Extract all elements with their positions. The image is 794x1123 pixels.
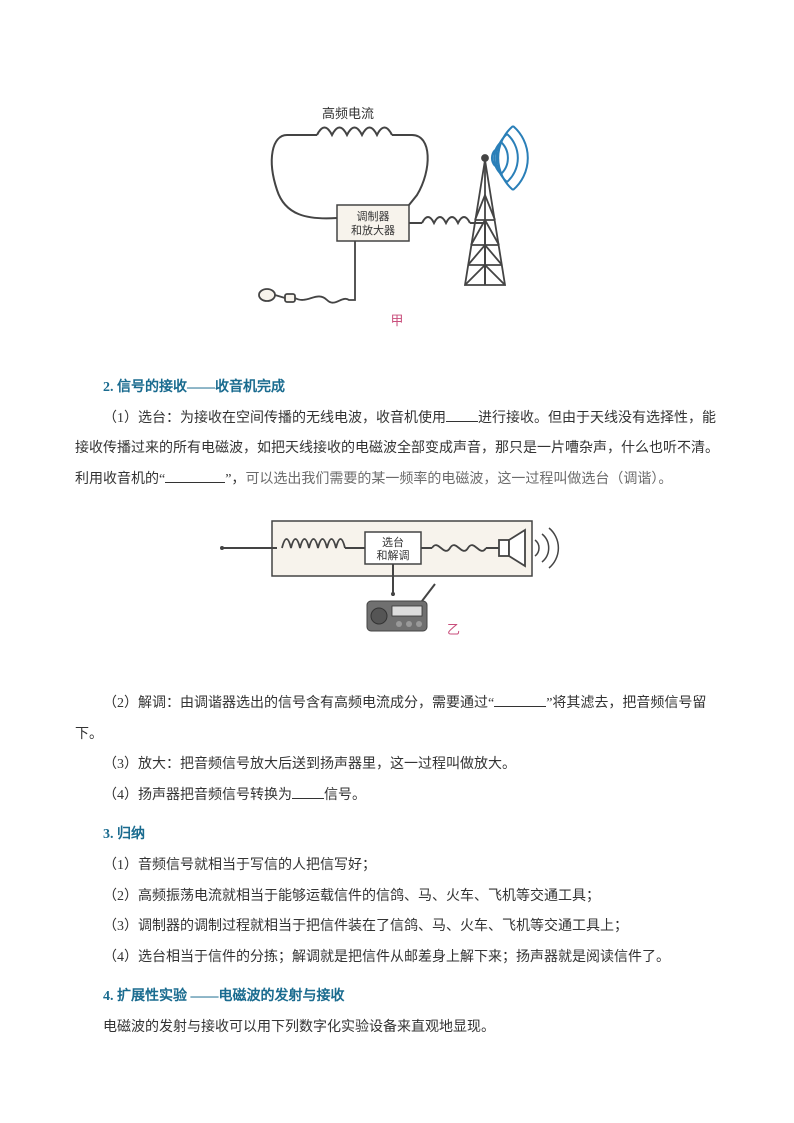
blank-3: [494, 690, 546, 707]
section3-p4: （4）选台相当于信件的分拣；解调就是把信件从邮差身上解下来；扬声器就是阅读信件了…: [75, 943, 719, 974]
hf-current-label: 高频电流: [322, 106, 374, 121]
diagram2-caption: 乙: [447, 622, 460, 637]
section3-p2: （2）高频振荡电流就相当于能够运载信件的信鸽、马、火车、飞机等交通工具；: [75, 882, 719, 913]
section4-heading: 4. 扩展性实验 ——电磁波的发射与接收: [75, 982, 719, 1013]
diagram1-caption: 甲: [390, 313, 403, 328]
section3-heading: 3. 归纳: [75, 820, 719, 851]
section2-p3: （3）放大：把音频信号放大后送到扬声器里，这一过程叫做放大。: [75, 750, 719, 781]
section2-p2: （2）解调：由调谐器选出的信号含有高频电流成分，需要通过“”将其滤去，把音频信号…: [75, 689, 719, 751]
svg-text:和解调: 和解调: [377, 548, 410, 562]
section2-p1: （1）选台：为接收在空间传播的无线电波，收音机使用进行接收。但由于天线没有选择性…: [75, 404, 719, 496]
s2p1-d: 可以选出我们需要的某一频率的电磁波，这一过程叫做选台（调谐）。: [245, 472, 672, 487]
blank-4: [292, 782, 324, 799]
section4-p1: 电磁波的发射与接收可以用下列数字化实验设备来直观地显现。: [75, 1013, 719, 1044]
s2p1-a: （1）选台：为接收在空间传播的无线电波，收音机使用: [103, 411, 446, 426]
svg-text:选台: 选台: [382, 535, 404, 549]
section3-p1: （1）音频信号就相当于写信的人把信写好；: [75, 851, 719, 882]
transmitter-svg: 高频电流 调制器 和放大器: [227, 100, 567, 340]
s2p1-c: ”，: [225, 472, 245, 487]
svg-text:调制器: 调制器: [357, 210, 390, 223]
blank-1: [446, 405, 478, 422]
receiver-svg: 选台 和解调 乙: [217, 506, 577, 656]
s2p2-a: （2）解调：由调谐器选出的信号含有高频电流成分，需要通过“: [103, 696, 494, 711]
section3-p3: （3）调制器的调制过程就相当于把信件装在了信鸽、马、火车、飞机等交通工具上；: [75, 912, 719, 943]
transmitter-diagram: 高频电流 调制器 和放大器: [75, 100, 719, 353]
receiver-diagram: 选台 和解调 乙: [75, 506, 719, 669]
section2-p4: （4）扬声器把音频信号转换为 信号。: [75, 781, 719, 812]
svg-text:和放大器: 和放大器: [351, 223, 395, 237]
blank-2: [165, 466, 225, 483]
section2-heading: 2. 信号的接收——收音机完成: [75, 373, 719, 404]
s2p4-b: 信号。: [324, 788, 366, 803]
s2p4-a: （4）扬声器把音频信号转换为: [103, 788, 292, 803]
